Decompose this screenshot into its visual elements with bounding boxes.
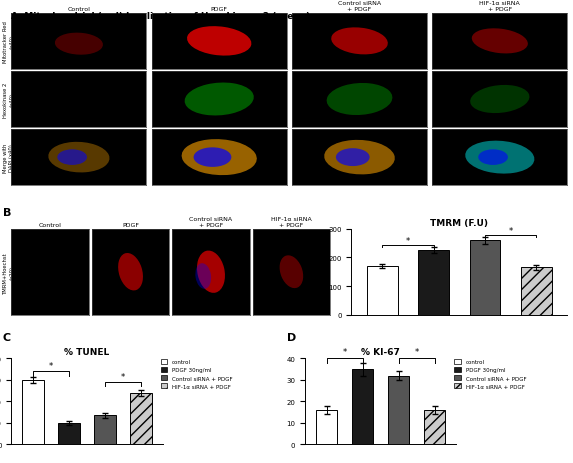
Title: PDGF: PDGF — [211, 7, 227, 12]
Ellipse shape — [280, 256, 303, 288]
Ellipse shape — [55, 33, 103, 56]
Title: Control siRNA
+ PDGF: Control siRNA + PDGF — [338, 1, 381, 12]
Ellipse shape — [187, 27, 252, 56]
Ellipse shape — [57, 150, 87, 166]
Title: % KI-67: % KI-67 — [361, 347, 400, 357]
Bar — [94, 415, 116, 444]
Bar — [424, 410, 445, 444]
Ellipse shape — [194, 148, 231, 168]
Y-axis label: Merge with
DAPI (x40): Merge with DAPI (x40) — [3, 143, 14, 172]
Y-axis label: Hexokinase 2
(x40): Hexokinase 2 (x40) — [3, 82, 14, 118]
Ellipse shape — [48, 143, 109, 173]
Legend: control, PDGF 30ng/ml, Control siRNA + PDGF, HIF-1α siRNA + PDGF: control, PDGF 30ng/ml, Control siRNA + P… — [159, 357, 235, 391]
Title: TMRM (F.U): TMRM (F.U) — [430, 218, 488, 227]
Title: HIF-1α siRNA
+ PDGF: HIF-1α siRNA + PDGF — [271, 217, 312, 227]
Title: Control siRNA
+ PDGF: Control siRNA + PDGF — [190, 217, 233, 227]
Bar — [58, 423, 80, 444]
Bar — [418, 250, 449, 315]
Y-axis label: TMRM+Hoechst
(x20): TMRM+Hoechst (x20) — [3, 251, 14, 293]
Ellipse shape — [336, 149, 370, 167]
Ellipse shape — [331, 28, 388, 55]
Ellipse shape — [465, 141, 535, 174]
Legend: control, PDGF 30ng/ml, Control siRNA + PDGF, HIF-1α siRNA + PDGF: control, PDGF 30ng/ml, Control siRNA + P… — [452, 357, 528, 391]
Title: Control: Control — [68, 7, 91, 12]
Text: A  Mitochondrial (red) localization of Hexokinase 2 (green): A Mitochondrial (red) localization of He… — [11, 12, 311, 20]
Y-axis label: Mitotracker Red
(x40): Mitotracker Red (x40) — [3, 21, 14, 63]
Ellipse shape — [182, 140, 257, 176]
Text: *: * — [509, 226, 513, 235]
Ellipse shape — [327, 84, 393, 116]
Title: % TUNEL: % TUNEL — [64, 347, 109, 357]
Legend: control, PDGF 30ng/ml, Control siRNA + PDGF, HIF-1α siRNA + PDGF: control, PDGF 30ng/ml, Control siRNA + P… — [572, 225, 573, 259]
Bar — [367, 266, 398, 315]
Text: *: * — [414, 347, 419, 357]
Text: D: D — [286, 332, 296, 342]
Bar — [22, 380, 44, 444]
Ellipse shape — [118, 253, 143, 291]
Bar — [521, 268, 552, 315]
Bar — [388, 376, 410, 444]
Ellipse shape — [185, 83, 254, 116]
Ellipse shape — [197, 251, 225, 293]
Text: B: B — [3, 207, 11, 217]
Text: *: * — [343, 347, 347, 357]
Text: *: * — [49, 362, 53, 370]
Title: PDGF: PDGF — [122, 222, 139, 227]
Title: HIF-1α siRNA
+ PDGF: HIF-1α siRNA + PDGF — [480, 1, 520, 12]
Bar — [352, 369, 374, 444]
Bar — [316, 410, 337, 444]
Title: Control: Control — [39, 222, 61, 227]
Ellipse shape — [478, 150, 508, 166]
Ellipse shape — [324, 141, 395, 175]
Text: *: * — [406, 236, 410, 245]
Ellipse shape — [472, 29, 528, 54]
Bar — [130, 393, 152, 444]
Ellipse shape — [195, 263, 211, 289]
Text: *: * — [121, 372, 125, 381]
Bar — [470, 241, 500, 315]
Text: C: C — [3, 332, 11, 342]
Ellipse shape — [470, 86, 529, 114]
